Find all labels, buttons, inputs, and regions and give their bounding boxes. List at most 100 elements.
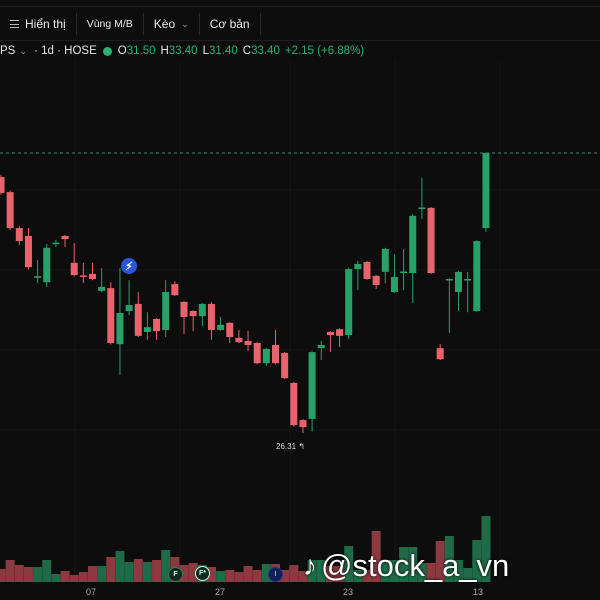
candle-body	[153, 318, 161, 332]
candle-body	[308, 352, 316, 419]
fundamental-label: Cơ bản	[209, 17, 250, 31]
volume-bar	[88, 566, 97, 582]
volume-bar	[261, 564, 271, 582]
candle-body	[89, 273, 96, 280]
candle-body	[207, 303, 215, 330]
candle-body	[326, 331, 334, 336]
x-axis-label: 23	[342, 587, 354, 597]
volume-bar	[179, 565, 189, 582]
x-axis-label: 27	[214, 587, 226, 597]
candle-body	[79, 275, 87, 277]
volume-bar	[97, 566, 107, 582]
volume-bar	[188, 563, 198, 582]
volume-bar	[5, 560, 15, 582]
display-button[interactable]: Hiển thị	[0, 13, 77, 35]
candle-body	[482, 153, 490, 229]
low-key: L	[202, 45, 209, 57]
candle-body	[317, 344, 325, 349]
tiktok-logo-icon: ♪	[303, 550, 317, 581]
volume-bar	[380, 560, 390, 582]
candle-body	[390, 277, 398, 293]
arrow-icon: ↰	[298, 442, 305, 451]
candle-body	[143, 327, 151, 332]
volume-bar	[0, 569, 6, 582]
candle-body	[464, 279, 472, 281]
volume-bar	[161, 550, 171, 582]
volume-bar	[225, 570, 235, 582]
candle-body	[116, 312, 124, 345]
volume-bar	[23, 567, 33, 582]
candle-body	[180, 301, 188, 317]
volume-bar	[142, 562, 152, 582]
change-value: +2.15 (+6.88%)	[284, 45, 365, 57]
candle-body	[107, 288, 115, 343]
watermark: ♪ @stock_a_vn	[303, 548, 509, 584]
candle-body	[217, 324, 225, 330]
x-axis-label: 13	[472, 587, 484, 597]
market-status-dot	[102, 46, 112, 56]
volume-bar	[417, 563, 427, 582]
x-axis-label: 07	[85, 587, 97, 597]
volume-bar	[243, 566, 253, 582]
event-marker-f[interactable]: F	[168, 567, 183, 582]
volume-bar	[362, 570, 372, 582]
volume-bar	[69, 575, 79, 582]
volume-bar	[60, 571, 70, 582]
symbol[interactable]: PS	[0, 45, 16, 57]
volume-bar	[289, 565, 299, 582]
candle-body	[235, 337, 243, 343]
volume-bar	[399, 547, 409, 582]
volume-bar	[344, 546, 354, 582]
volume-bar	[78, 572, 88, 582]
candle-body	[253, 342, 261, 364]
low-price-label: 26.31 ↰	[276, 442, 305, 451]
volume-bar	[298, 571, 308, 582]
close-key: C	[242, 45, 252, 57]
chart-toolbar: Hiển thị Vùng M/B Kèo ⌄ Cơ bản	[0, 12, 261, 36]
candle-body	[400, 271, 408, 273]
volume-bar	[335, 566, 345, 582]
volume-bar	[408, 547, 418, 582]
candle-body	[409, 215, 417, 274]
candle-body	[24, 235, 32, 268]
volume-bar	[389, 560, 399, 582]
candle-body	[244, 341, 252, 345]
volume-bar	[481, 516, 491, 582]
volume-bar	[463, 568, 473, 582]
volume-bar	[106, 557, 116, 582]
candle-body	[372, 275, 380, 285]
display-label: Hiển thị	[25, 17, 66, 31]
volume-bar	[234, 572, 244, 582]
volume-bar	[14, 565, 24, 582]
separator: ·	[53, 45, 65, 57]
open-key: O	[117, 45, 127, 57]
event-marker-i[interactable]: I	[268, 567, 283, 582]
volume-bar	[206, 567, 216, 582]
candle-body	[345, 269, 353, 336]
volume-bar	[42, 560, 52, 582]
volume-bar	[152, 560, 162, 582]
volume-bar	[51, 574, 61, 582]
zone-button[interactable]: Vùng M/B	[77, 13, 144, 35]
exchange: HOSE	[64, 45, 97, 57]
close-value: 33.40	[251, 45, 280, 57]
lightning-icon[interactable]: ⚡︎	[121, 258, 137, 274]
menu-icon	[10, 19, 20, 29]
candle-body	[125, 305, 133, 311]
deals-label: Kèo	[153, 17, 176, 31]
candle-body	[427, 207, 435, 274]
event-label: F*	[199, 570, 206, 577]
chevron-down-icon[interactable]: ⌄	[19, 45, 27, 56]
candle-body	[262, 348, 270, 364]
volume-bar	[472, 540, 482, 582]
candle-body	[473, 241, 481, 311]
volume-bar	[426, 563, 436, 582]
event-marker-f-star[interactable]: F*	[195, 566, 210, 581]
deals-dropdown[interactable]: Kèo ⌄	[144, 13, 200, 35]
open-value: 31.50	[126, 45, 156, 57]
candle-body	[363, 262, 371, 280]
candle-body	[336, 329, 344, 336]
fundamental-button[interactable]: Cơ bản	[200, 13, 261, 35]
candle-body	[455, 271, 462, 293]
